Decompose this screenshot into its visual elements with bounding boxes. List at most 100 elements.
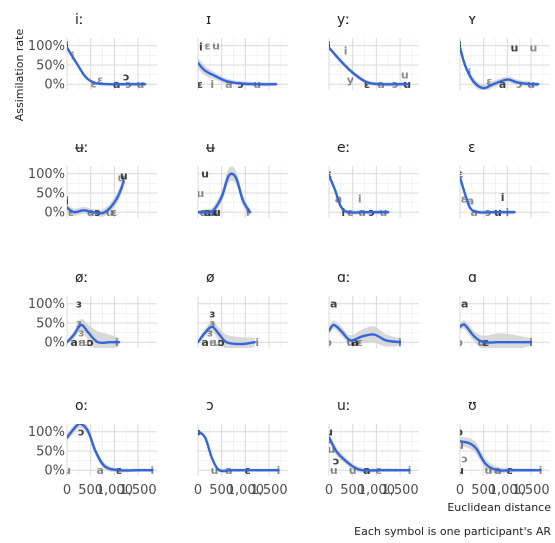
participant-symbol: u [484, 464, 492, 477]
participant-symbol: a [461, 298, 468, 311]
participant-symbol: i [341, 206, 345, 219]
x-tick-label: 500 [209, 483, 234, 498]
participant-symbol: a [201, 336, 208, 349]
fit-line [198, 325, 256, 346]
participant-symbol: ɜ [207, 327, 213, 340]
y-tick-label: 50% [36, 316, 65, 331]
participant-symbol: i [65, 40, 69, 53]
x-tick-label: 500 [78, 483, 103, 498]
confidence-band [67, 424, 153, 473]
participant-symbol: u [349, 464, 357, 477]
participant-symbol: ɔ [87, 336, 94, 349]
participant-symbol: ɛ [97, 74, 103, 87]
panel-plot-area: aɔ uɛ i [457, 298, 533, 349]
panel-title: uː [337, 398, 351, 414]
fit-line [329, 46, 409, 86]
participant-symbol: u [529, 42, 537, 55]
participant-symbol: ɛ [461, 193, 467, 206]
participant-symbol: i [458, 40, 462, 53]
y-tick-label: 100% [28, 297, 65, 312]
panel-plot-area: aɔ uaɛ i [326, 298, 402, 349]
y-tick-label: 0% [44, 206, 65, 221]
participant-symbol: ɛ [111, 206, 117, 219]
fit-line [460, 46, 540, 90]
x-tick-label: 500 [340, 483, 365, 498]
participant-symbol: u [401, 69, 409, 82]
y-tick-label: 100% [28, 39, 65, 54]
participant-symbol: ɔ [457, 336, 464, 349]
participant-symbol: ɜ [76, 317, 82, 330]
panel-0: iː0%50%100% iiɛ a ɔ uɔɛ [28, 12, 157, 93]
participant-symbol: a [351, 336, 358, 349]
y-tick-label: 50% [36, 58, 65, 73]
panel-plot-area: ɛa ii ɛ a ɔ u [326, 168, 390, 219]
panel-title: yː [337, 12, 350, 28]
panel-7: ɛɛɛ a ia ɔ u i [459, 140, 550, 218]
panel-11: ɑaɔ uɛ i [457, 270, 550, 349]
participant-symbol: ɔ [326, 336, 333, 349]
x-tick-label: 1,000 [227, 483, 264, 498]
panel-title: ɑ [468, 270, 477, 286]
participant-symbol: ɛ [204, 40, 210, 53]
participant-symbol: u [213, 206, 221, 219]
participant-symbol: i [210, 78, 214, 91]
y-tick-label: 100% [28, 167, 65, 182]
x-tick-label: 0 [194, 483, 202, 498]
participant-symbol: ɔ [333, 455, 340, 468]
participant-symbol: ɛ [90, 77, 96, 90]
participant-symbol: u [213, 336, 221, 349]
participant-symbol: ɛ [209, 336, 215, 349]
participant-symbol: ɔ [123, 71, 130, 84]
participant-symbol: ɔ [457, 426, 464, 439]
participant-symbol: i [358, 193, 362, 206]
participant-symbol: i [327, 40, 331, 53]
panel-title: øː [75, 270, 88, 286]
fit-line [198, 430, 280, 473]
y-tick-label: 0% [44, 464, 65, 479]
fit-line [460, 323, 533, 344]
panel-title: ʏ [468, 12, 477, 28]
y-tick-label: 50% [36, 186, 65, 201]
participant-symbol: ɛ [364, 78, 370, 91]
participant-symbol: ɔ [516, 78, 523, 91]
participant-symbol: a [225, 78, 232, 91]
confidence-band [329, 173, 389, 215]
panel-1: ɪ i ɛ uɛ i a ɔ u [197, 12, 288, 91]
participant-symbol: a [70, 336, 77, 349]
participant-symbol: ɛ [326, 168, 332, 181]
x-tick-label: 0 [456, 483, 464, 498]
panel-title: ʉː [75, 140, 89, 156]
participant-symbol: ɔ [461, 453, 468, 466]
participant-symbol: u [456, 439, 464, 452]
participant-symbol: u [456, 464, 464, 477]
participant-symbol: u [201, 168, 209, 181]
participant-symbol: ɜ [76, 298, 82, 311]
y-tick-label: 100% [28, 425, 65, 440]
fit-line [67, 180, 125, 215]
panel-title: ʉ [206, 140, 215, 156]
x-tick-label: 500 [471, 483, 496, 498]
panel-title: ɪ [206, 12, 211, 28]
panel-title: ɔ [206, 398, 214, 414]
x-tick-label: 1,000 [358, 483, 395, 498]
participant-symbol: u [211, 206, 219, 219]
participant-symbol: u [211, 464, 219, 477]
panel-title: oː [75, 398, 88, 414]
participant-symbol: ɔ [78, 426, 85, 439]
participant-symbol: u [325, 426, 333, 439]
confidence-band [198, 321, 255, 348]
participant-symbol: ɛ [68, 206, 74, 219]
panel-plot-area: i iy ɛ a ɔ uu [327, 40, 411, 91]
fit-line [329, 174, 390, 214]
participant-symbol: ɛ [486, 75, 492, 88]
